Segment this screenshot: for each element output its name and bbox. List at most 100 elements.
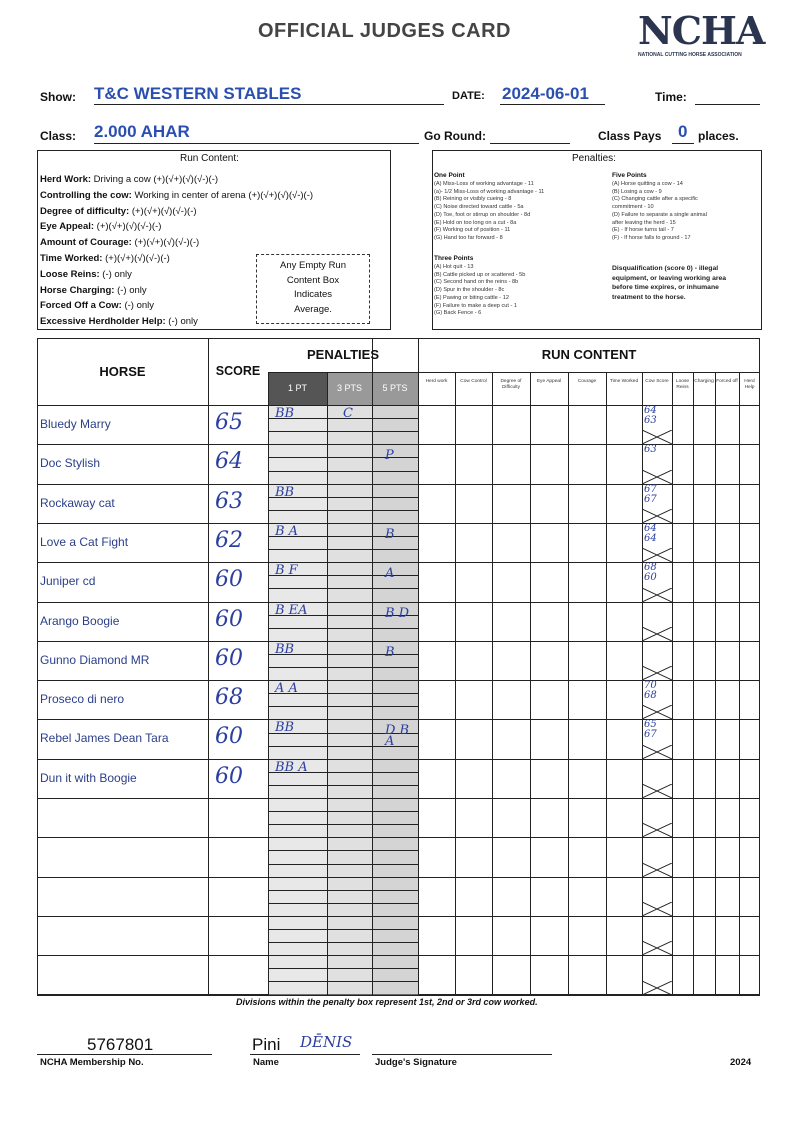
rule (37, 680, 760, 682)
col-header: Loose Reins (675, 379, 690, 390)
name-hand: DĒNIS (300, 1033, 353, 1051)
x-box (642, 901, 672, 916)
rule (268, 863, 418, 865)
rule (268, 889, 418, 891)
rule (268, 942, 418, 944)
penalty-item: (B) Reining or visibly cueing - 8 (434, 196, 512, 203)
cow-score: 70 68 (644, 680, 657, 702)
penalty-item: after leaving the herd - 15 (612, 219, 676, 226)
x-box (642, 941, 672, 956)
penalty-item: (F) Working out of position - 11 (434, 227, 511, 234)
rule (268, 457, 418, 459)
rule (268, 653, 418, 655)
rule (94, 104, 444, 105)
disqualification: equipment, or leaving working area (612, 274, 727, 282)
note: Any Empty Run (280, 260, 346, 271)
shade (268, 405, 327, 995)
col-header: 3 PTS (336, 383, 362, 393)
run-item: Eye Appeal: (+)(√+)(√)(√-)(-) (40, 219, 161, 235)
rule (739, 372, 740, 995)
item-text: (-) only (99, 268, 132, 280)
rule (268, 968, 418, 970)
penalty-mark: BB (275, 484, 295, 500)
run-content-box (37, 150, 391, 330)
label: DATE: (452, 90, 485, 102)
shade (268, 372, 327, 405)
horse: Rebel James Dean Tara (40, 731, 169, 746)
rule (268, 824, 418, 826)
label: Show: (40, 90, 76, 104)
penalty-item: (a)- 1/2 Miss-Loss of working advantage … (434, 188, 545, 195)
rule (37, 640, 760, 642)
rule (268, 418, 418, 420)
run-item: Time Worked: (+)(√+)(√)(√-)(-) (40, 251, 170, 267)
col-header: Cow Score (645, 379, 669, 384)
score: 62 (215, 527, 243, 553)
item-text: (-) only (114, 284, 147, 296)
rule (37, 522, 760, 524)
rule (455, 372, 456, 995)
x-box (642, 587, 672, 602)
cow-score: 63 (644, 444, 657, 456)
rule (37, 798, 760, 799)
box-title: Penalties: (572, 153, 616, 164)
item-text: (+)(√+)(√)(√-)(-) (129, 205, 197, 217)
penalties-box (432, 150, 762, 330)
col-header: Cow Control (460, 379, 487, 384)
x-box (642, 705, 672, 720)
disqualification: Disqualification (score 0) - illegal (612, 265, 719, 272)
rule (268, 902, 418, 904)
rule (208, 338, 209, 995)
rule (37, 405, 760, 406)
col-header: Courage (577, 379, 597, 384)
rule (208, 338, 209, 405)
rule (37, 1054, 212, 1055)
rule (530, 372, 531, 995)
penalty-mark: BB (275, 720, 295, 736)
footnote: Divisions within the penalty box represe… (236, 997, 538, 1007)
rule (37, 876, 760, 878)
penalty-item: (C) Changing cattle after a specific (612, 196, 698, 203)
rule (268, 784, 418, 786)
rule (672, 143, 694, 144)
item-label: Loose Reins: (40, 268, 100, 280)
run-item: Horse Charging: (-) only (40, 283, 147, 299)
rule (695, 104, 760, 105)
run-item: Excessive Herdholder Help: (-) only (40, 314, 198, 330)
x-box (642, 430, 672, 445)
horse: Gunno Diamond MR (40, 652, 150, 667)
rule (268, 372, 760, 373)
penalty-item: (E) Pawing or biting cattle - 12 (434, 294, 509, 301)
penalty-item: (E) - If horse turns tail - 7 (612, 227, 674, 234)
x-box (642, 626, 672, 641)
penalty-item: (C) Second hand on the reins - 8b (434, 279, 519, 286)
x-box (642, 823, 672, 838)
rule (693, 372, 694, 995)
label: Class: (40, 129, 77, 143)
item-text: (+)(√+)(√)(√-)(-) (102, 253, 170, 264)
label: Go Round: (424, 129, 486, 143)
membership: 5767801 (87, 1035, 154, 1054)
penalty-item: (F) Failure to make a deep cut - 1 (434, 302, 518, 309)
cow-score: 67 67 (644, 483, 657, 505)
rule (268, 496, 418, 498)
rule (492, 372, 493, 995)
rule (94, 143, 419, 144)
rule (268, 929, 418, 930)
class: 2.000 AHAR (94, 122, 190, 141)
x-box (642, 784, 672, 798)
rule (268, 667, 418, 668)
rule (642, 372, 643, 995)
penalty-mark: BB (275, 406, 295, 421)
rule (37, 562, 760, 564)
item-text: Driving a cow (+)(√+)(√)(√-)(-) (91, 174, 219, 185)
rule (268, 509, 418, 511)
col-header: Time Worked (609, 379, 639, 384)
rule (372, 1054, 552, 1055)
col-header: Herd Help (744, 379, 755, 390)
year: 2024 (730, 1057, 752, 1068)
cow-score: 68 60 (644, 562, 657, 584)
penalty-mark: BB A (275, 759, 308, 775)
rule (268, 811, 418, 813)
